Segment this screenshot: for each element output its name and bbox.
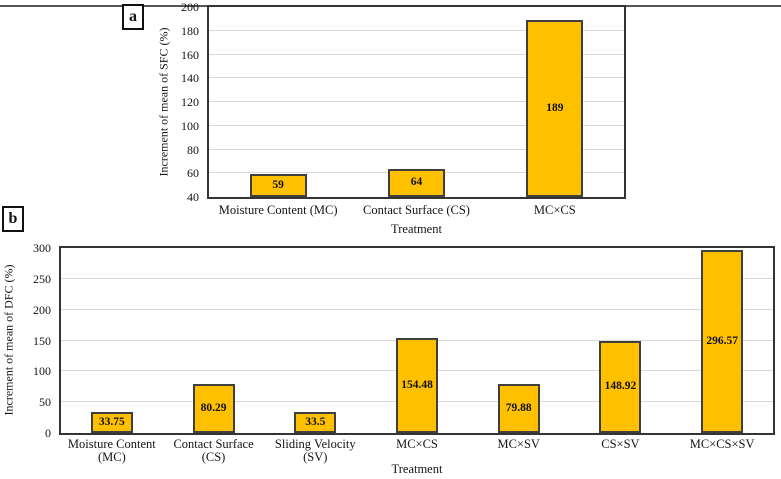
bar-value-label: 189	[546, 101, 564, 114]
bar-value-label: 80.29	[200, 401, 227, 414]
gridline	[209, 29, 624, 31]
bar-value-label: 79.88	[505, 401, 532, 414]
bar-296.57: 296.57	[701, 250, 744, 433]
panel-label-b: b	[2, 206, 24, 232]
gridline	[209, 148, 624, 150]
bar-59: 59	[249, 174, 307, 197]
gridline	[209, 124, 624, 126]
gridline	[61, 277, 773, 279]
gridline	[61, 308, 773, 310]
bar-33.75: 33.75	[90, 412, 133, 433]
y-tick-label: 300	[33, 241, 51, 255]
gridline	[209, 53, 624, 55]
bar-value-label: 59	[272, 178, 284, 191]
bar-189: 189	[526, 20, 584, 197]
chart-b-y-axis-title: Increment of mean of DFC (%)	[1, 264, 16, 416]
y-tick-label: 40	[187, 190, 199, 204]
bar-80.29: 80.29	[192, 383, 235, 433]
x-category-label: Moisture Content (MC)	[218, 203, 338, 217]
chart-a-x-axis-title: Treatment	[391, 222, 442, 236]
y-tick-label: 0	[45, 426, 51, 440]
bar-value-label: 296.57	[706, 334, 738, 347]
bar-154.48: 154.48	[396, 337, 438, 433]
chart-b-plot-area: 33.75 80.29 33.5 154.48 79.88 148.92 296.57	[59, 246, 775, 435]
bar-value-label: 33.5	[305, 415, 326, 428]
panel-label-a: a	[122, 4, 144, 30]
gridline	[209, 101, 624, 102]
x-category-label: MC×CS	[533, 203, 576, 217]
bar-value-label: 64	[410, 176, 423, 188]
bar-148.92: 148.92	[599, 341, 642, 433]
bar-64: 64	[388, 168, 445, 197]
bar-value-label: 33.75	[98, 415, 125, 428]
chart-a-y-axis-title: Increment of mean of SFC (%)	[156, 27, 171, 177]
x-category-label: Contact Surface (CS)	[363, 203, 470, 217]
gridline	[209, 77, 624, 79]
chart-b-x-axis-title: Treatment	[391, 462, 443, 476]
bar-value-label: 148.92	[604, 380, 637, 393]
bar-33.5: 33.5	[294, 412, 337, 433]
y-tick-label: 200	[181, 0, 199, 14]
bar-value-label: 154.48	[401, 378, 433, 391]
chart-a-plot-area: 59 64 189	[207, 5, 626, 199]
bar-79.88: 79.88	[497, 383, 540, 433]
